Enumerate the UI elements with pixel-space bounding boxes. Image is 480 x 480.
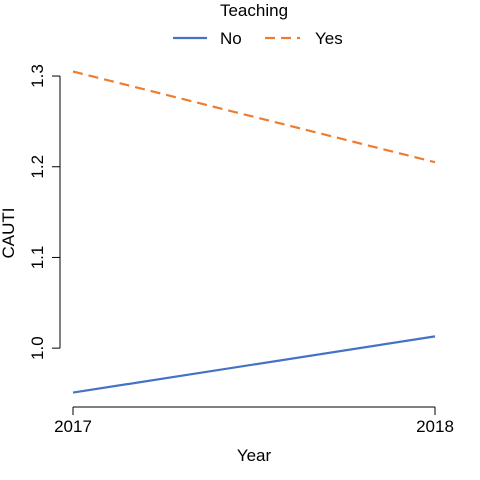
series-line-yes [72, 70, 436, 164]
legend-label-yes: Yes [315, 29, 343, 48]
y-tick-label: 1.1 [28, 246, 47, 270]
x-axis: 2017 2018 [54, 406, 454, 436]
x-tick-label: 2018 [416, 417, 454, 436]
y-axis-title: CAUTI [0, 208, 18, 259]
legend-label-no: No [220, 29, 242, 48]
x-tick-label: 2017 [54, 417, 92, 436]
y-tick-label: 1.0 [28, 336, 47, 360]
legend-title: Teaching [220, 1, 288, 20]
y-tick-label: 1.2 [28, 155, 47, 179]
y-tick-label: 1.3 [28, 64, 47, 88]
series-line-no [72, 335, 436, 394]
x-axis-title: Year [237, 446, 272, 465]
legend: Teaching No Yes [173, 1, 343, 48]
y-axis: 1.0 1.1 1.2 1.3 [28, 64, 61, 360]
series-lines [72, 70, 436, 394]
